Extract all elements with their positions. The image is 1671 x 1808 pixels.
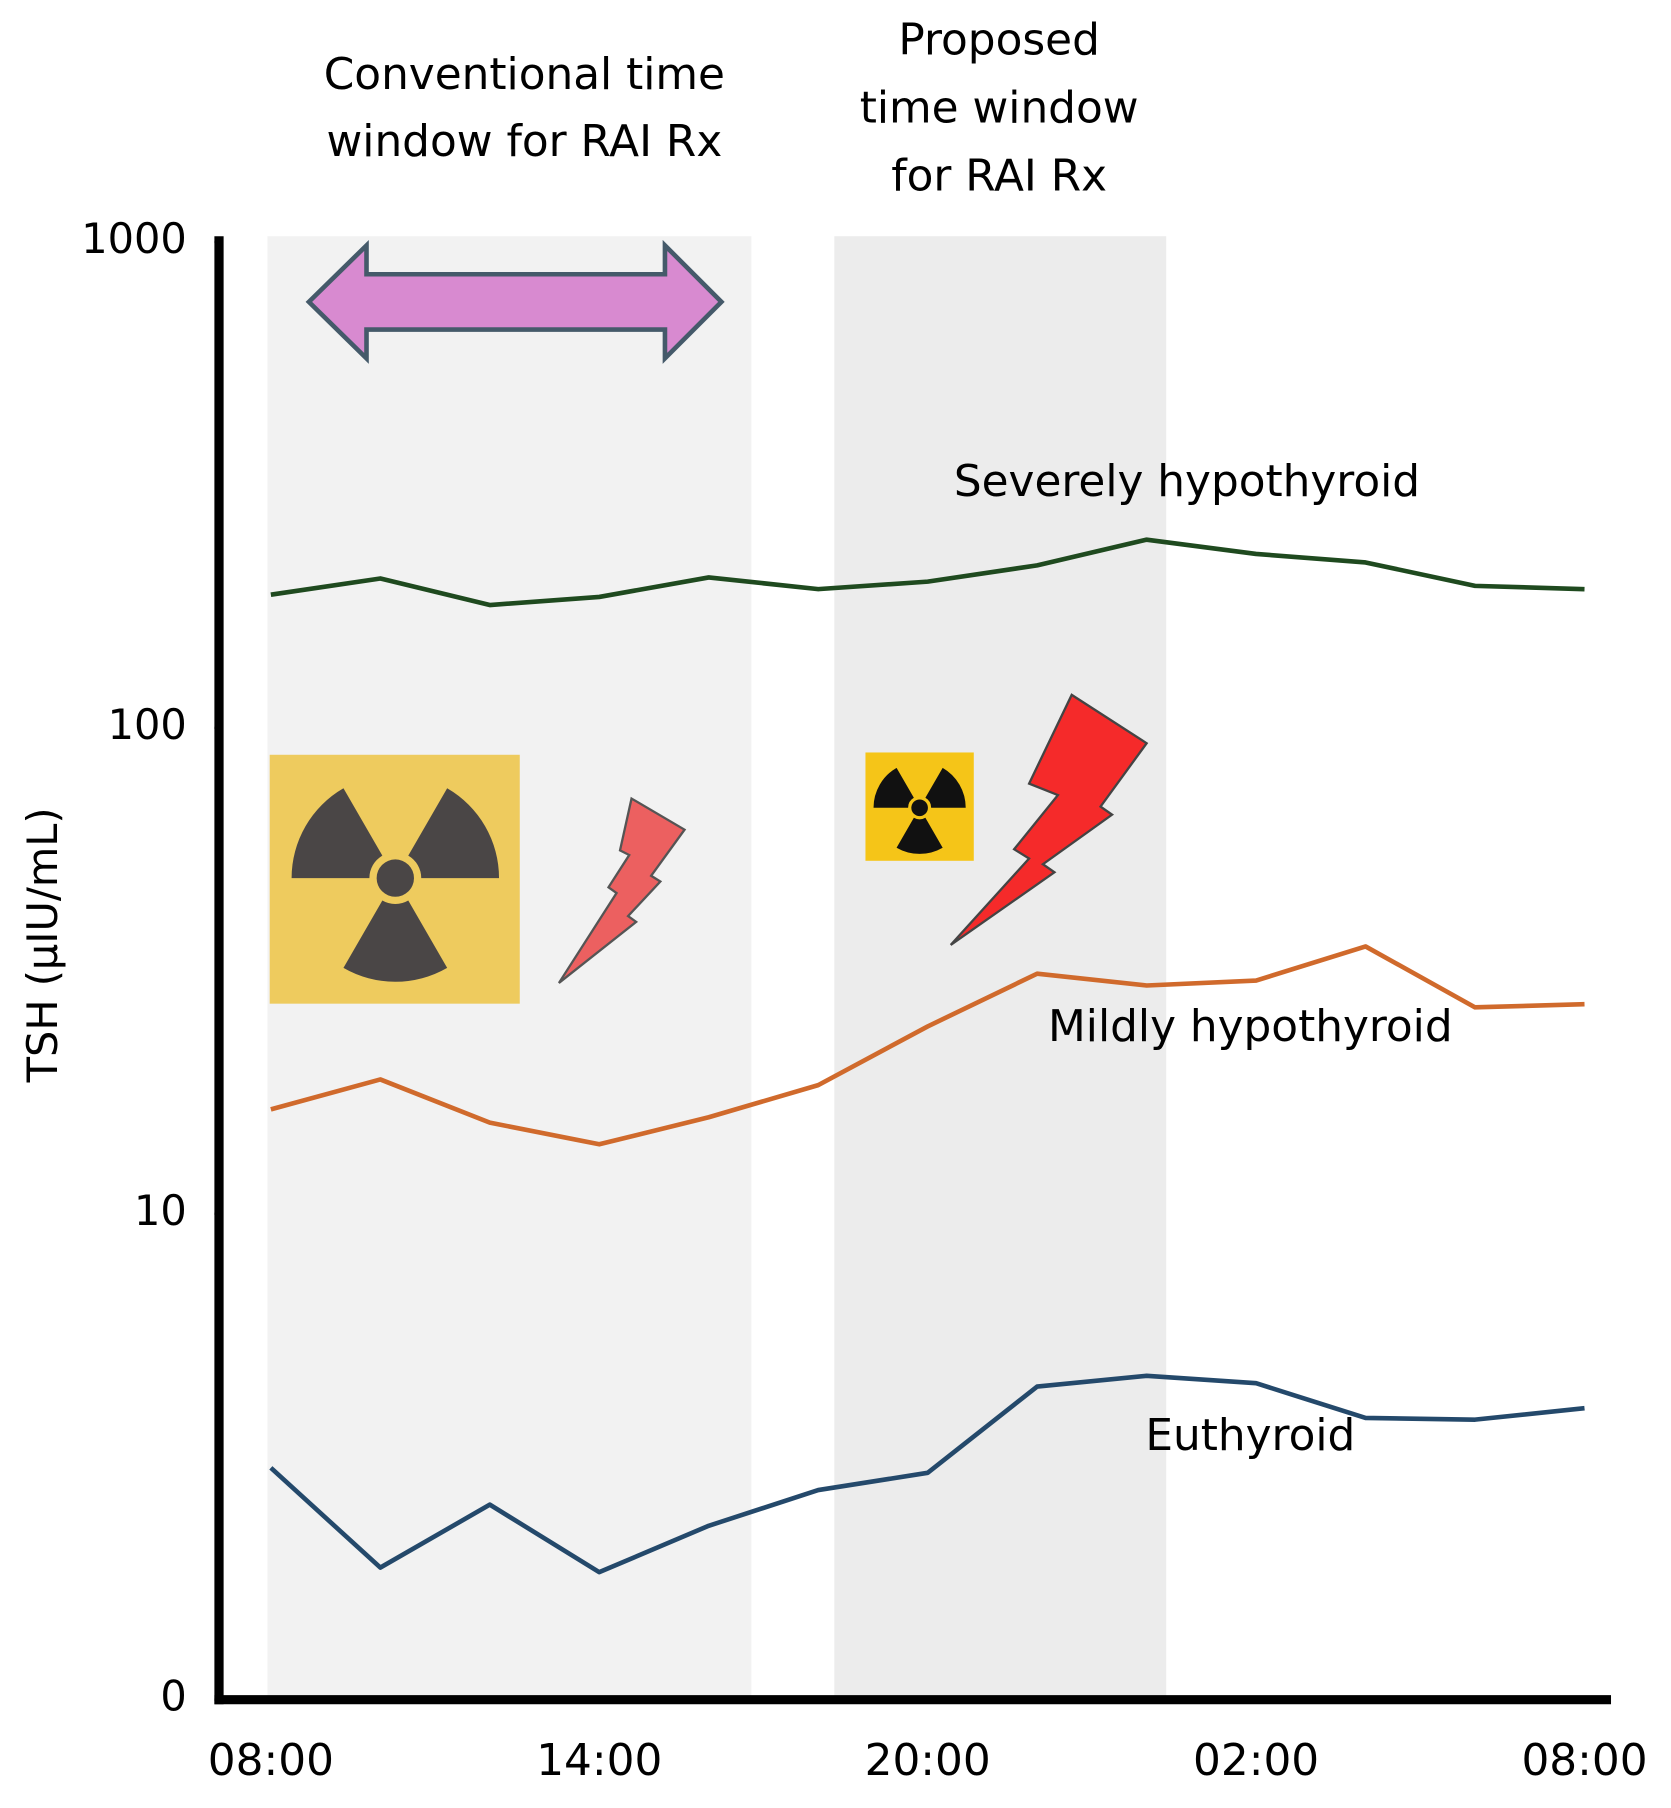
- double-arrow: [305, 239, 725, 364]
- annotation: for RAI Rx: [891, 151, 1107, 202]
- series-line: [269, 1373, 1585, 1575]
- series-label: Euthyroid: [1145, 1410, 1355, 1461]
- series-label: Severely hypothyroid: [954, 456, 1420, 507]
- y-tick-label: 100: [108, 700, 187, 749]
- annotation: Proposed: [898, 15, 1099, 66]
- annotation: time window: [860, 83, 1139, 134]
- x-tick-label: 02:00: [1193, 1735, 1319, 1786]
- lightning-small: [557, 796, 687, 984]
- proposed-window: [834, 236, 1167, 1700]
- lightning-large: [949, 693, 1149, 946]
- y-axis-label: TSH (μIU/mL): [18, 808, 67, 1084]
- annotation: window for RAI Rx: [326, 116, 722, 167]
- x-tick-label: 20:00: [865, 1735, 991, 1786]
- x-tick-label: 14:00: [536, 1735, 662, 1786]
- annotation: Conventional time: [324, 49, 725, 100]
- series-label: Mildly hypothyroid: [1048, 1001, 1453, 1052]
- series-line: [270, 944, 1585, 1147]
- plot: [269, 537, 1585, 1575]
- series-line: [270, 537, 1585, 608]
- y-tick-label: 10: [134, 1186, 187, 1235]
- y-tick-label: 0: [160, 1672, 186, 1721]
- y-tick-label: 1000: [81, 214, 187, 263]
- x-tick-label: 08:00: [1521, 1735, 1647, 1786]
- x-tick-label: 08:00: [208, 1735, 334, 1786]
